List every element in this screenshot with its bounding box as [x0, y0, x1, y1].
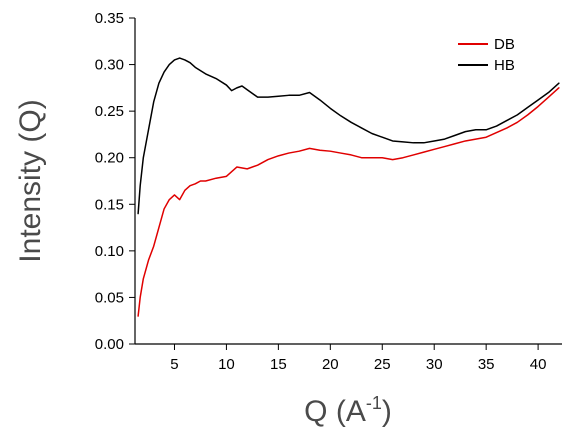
x-tick-label: 40: [530, 356, 547, 373]
series-layer: [137, 57, 560, 317]
y-tick-label: 0.15: [95, 196, 124, 213]
y-axis: 0.00 0.05 0.10 0.15 0.20 0.25 0.30 0.35: [95, 10, 135, 353]
x-axis-title-main: Q (A: [304, 395, 366, 428]
x-tick-label: 35: [478, 356, 495, 373]
y-tick-label: 0.25: [95, 103, 124, 120]
y-tick-label: 0.35: [95, 10, 124, 27]
y-axis-title: Intensity (Q): [14, 99, 47, 262]
x-axis: 5 10 15 20 25 30 35 40: [170, 344, 546, 373]
x-axis-title-superscript: -1: [366, 393, 382, 413]
x-axis-title-suffix: ): [382, 395, 392, 428]
series-line-hb: [137, 57, 560, 215]
x-tick-label: 25: [374, 356, 391, 373]
y-tick-label: 0.10: [95, 243, 124, 260]
y-tick-label: 0.05: [95, 289, 124, 306]
legend-label-db: DB: [494, 36, 515, 53]
y-tick-label: 0.00: [95, 336, 124, 353]
y-tick-label: 0.30: [95, 57, 124, 74]
x-tick-label: 30: [426, 356, 443, 373]
x-tick-label: 5: [170, 356, 178, 373]
series-line-db: [137, 87, 560, 317]
x-axis-title: Q (A-1): [304, 393, 392, 428]
x-tick-label: 20: [322, 356, 339, 373]
plot-area: [134, 18, 562, 345]
legend-label-hb: HB: [494, 57, 515, 74]
x-tick-label: 10: [218, 356, 235, 373]
legend: DB HB: [458, 36, 515, 74]
x-tick-label: 15: [270, 356, 287, 373]
y-tick-label: 0.20: [95, 150, 124, 167]
